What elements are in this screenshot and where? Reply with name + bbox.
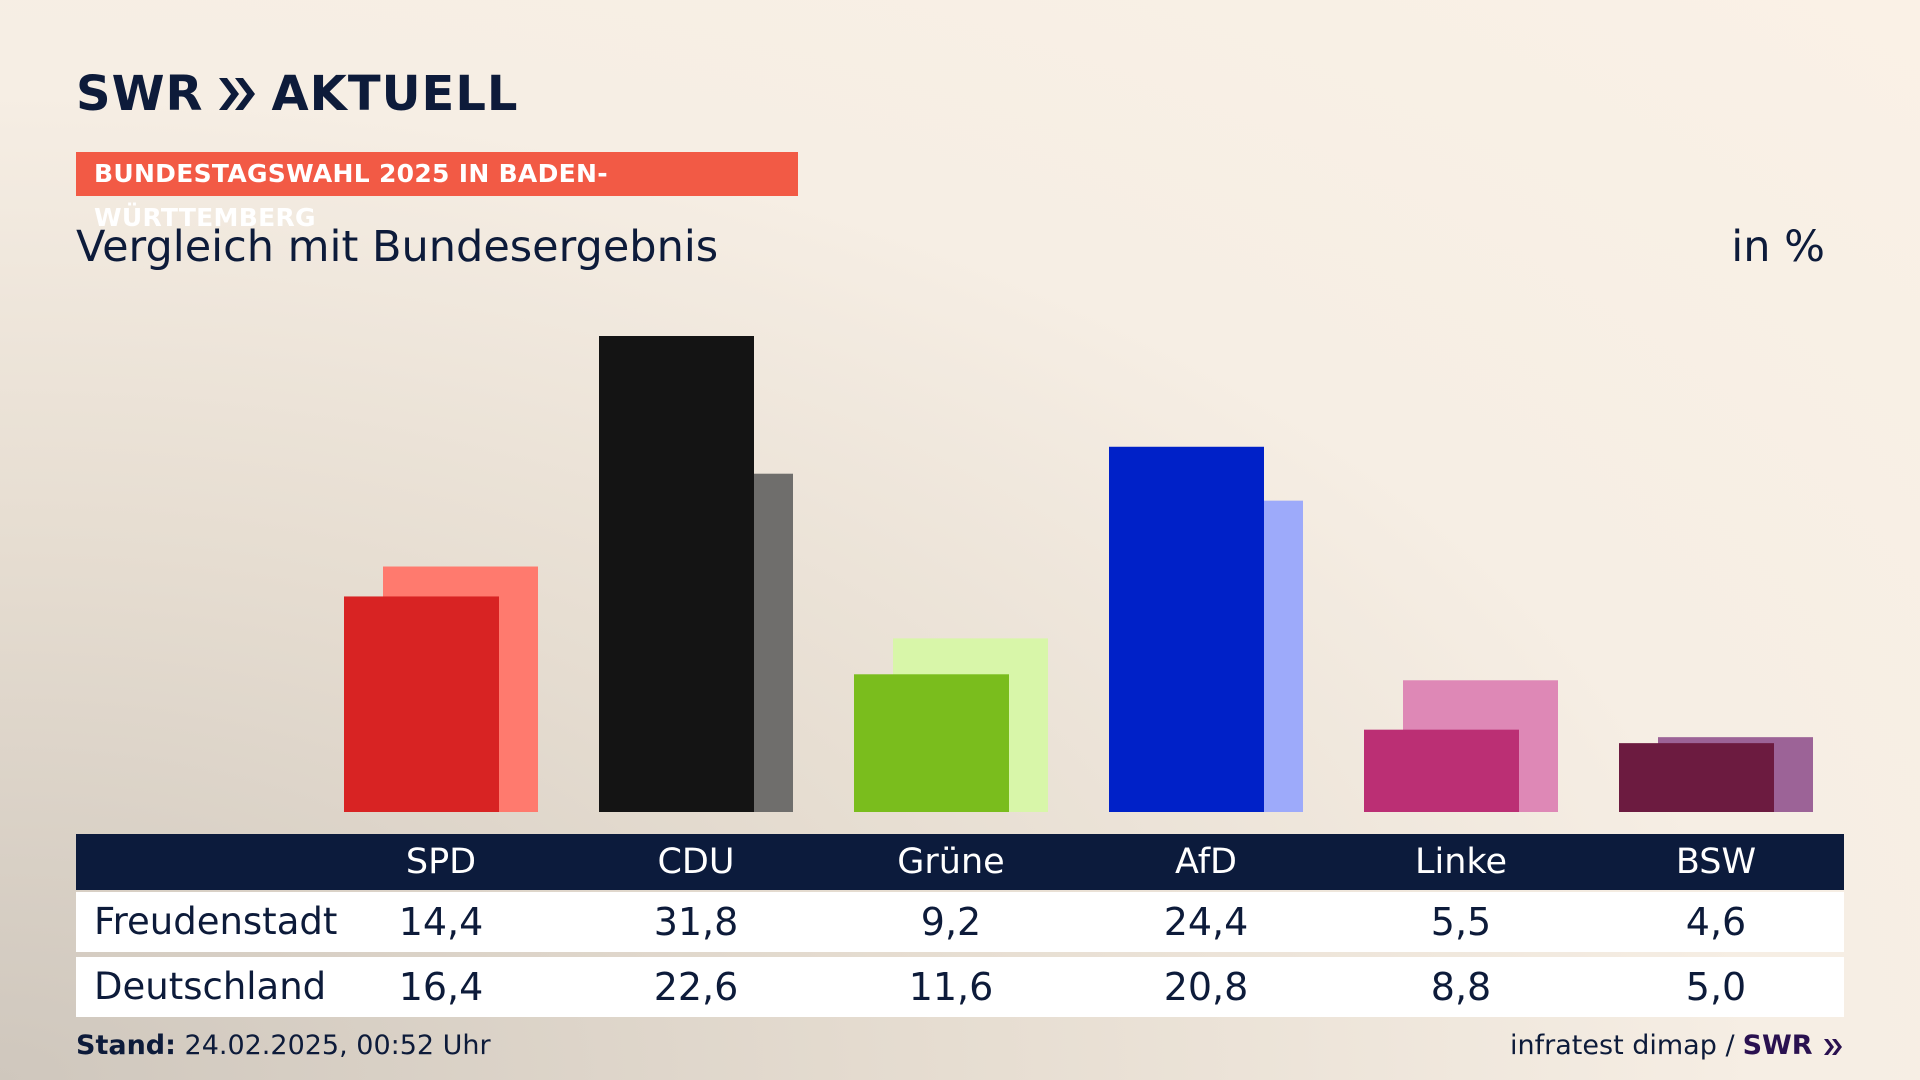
- table-cell: 22,6: [653, 965, 739, 1009]
- table-cell: 16,4: [398, 965, 484, 1009]
- table-cell: 8,8: [1430, 965, 1492, 1009]
- stand-label: Stand:: [76, 1030, 176, 1061]
- table-cell: 20,8: [1163, 965, 1249, 1009]
- table-header-cell: SPD: [405, 842, 477, 882]
- chart-subtitle: Vergleich mit Bundesergebnis: [76, 222, 719, 272]
- stand-value: 24.02.2025, 00:52 Uhr: [184, 1030, 491, 1061]
- table-header: SPD CDU Grüne AfD Linke BSW: [76, 834, 1844, 890]
- chevron-double-icon: [1824, 1038, 1842, 1055]
- unit-label: in %: [1731, 222, 1825, 272]
- table-header-cell: AfD: [1175, 842, 1237, 882]
- table-header-cell: Grüne: [897, 842, 1005, 882]
- bar-freudenstadt-linke: [1364, 729, 1519, 812]
- table-cell: 11,6: [908, 965, 994, 1009]
- footer-swr-logo: SWR: [1743, 1030, 1844, 1061]
- footer-logo-text: SWR: [1742, 1030, 1813, 1061]
- table-row: Deutschland 16,4 22,6 11,6 20,8 8,8 5,0: [76, 957, 1844, 1017]
- row-label: Freudenstadt: [94, 900, 338, 943]
- bar-freudenstadt-bsw: [1619, 743, 1774, 812]
- table-row: Freudenstadt 14,4 31,8 9,2 24,4 5,5 4,6: [76, 892, 1844, 952]
- source-credit: infratest dimap / SWR: [1510, 1030, 1844, 1061]
- source-text: infratest dimap /: [1510, 1030, 1735, 1061]
- table-cell: 9,2: [920, 900, 982, 944]
- table-cell: 31,8: [653, 900, 739, 944]
- swr-aktuell-logo: SWR AKTUELL: [76, 66, 519, 122]
- logo-swr: SWR: [76, 66, 204, 122]
- bar-freudenstadt-spd: [344, 596, 499, 812]
- bar-freudenstadt-grüne: [854, 674, 1009, 812]
- table-cell: 5,5: [1430, 900, 1492, 944]
- table-header-cell: BSW: [1675, 842, 1757, 882]
- bar-chart: [344, 336, 1813, 812]
- bar-freudenstadt-cdu: [599, 336, 754, 812]
- chevron-double-icon: [219, 78, 256, 110]
- table-cell: 14,4: [398, 900, 484, 944]
- bar-freudenstadt-afd: [1109, 446, 1264, 812]
- table-cell: 5,0: [1685, 965, 1747, 1009]
- table-cell: 24,4: [1163, 900, 1249, 944]
- election-badge: BUNDESTAGSWAHL 2025 IN BADEN-WÜRTTEMBERG: [76, 152, 798, 232]
- timestamp: Stand: 24.02.2025, 00:52 Uhr: [76, 1030, 491, 1061]
- logo-aktuell: AKTUELL: [271, 66, 519, 122]
- table-cell: 4,6: [1685, 900, 1747, 944]
- row-label: Deutschland: [94, 965, 327, 1008]
- table-header-cell: Linke: [1415, 842, 1507, 882]
- table-header-cell: CDU: [657, 842, 735, 882]
